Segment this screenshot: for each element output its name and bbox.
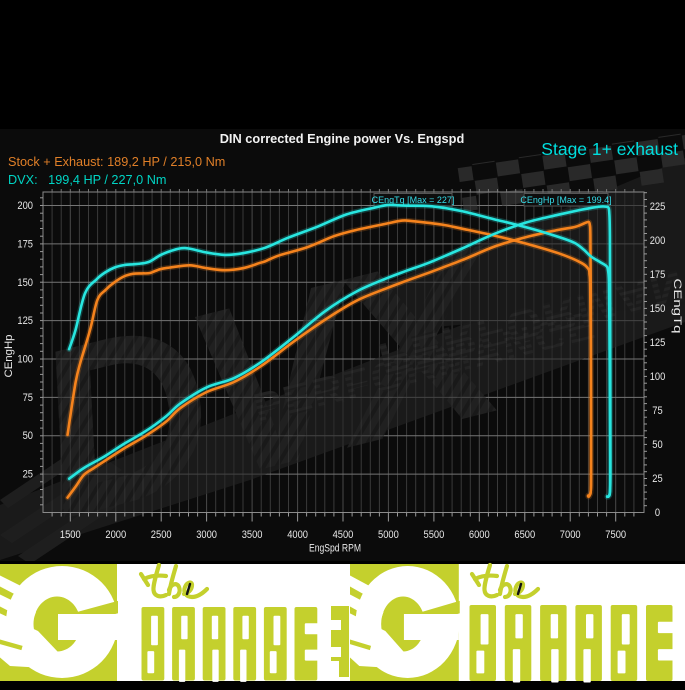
svg-text:4000: 4000 <box>287 529 308 541</box>
svg-text:6000: 6000 <box>469 529 490 541</box>
svg-text:4500: 4500 <box>333 529 354 541</box>
svg-text:2000: 2000 <box>105 529 126 541</box>
svg-text:7500: 7500 <box>605 529 626 541</box>
svg-text:225: 225 <box>650 201 666 213</box>
svg-text:75: 75 <box>23 392 33 404</box>
svg-text:Stage 1+ exhaust: Stage 1+ exhaust <box>541 139 678 159</box>
svg-text:CEngHp [Max = 199.4]: CEngHp [Max = 199.4] <box>520 195 611 205</box>
svg-text:125: 125 <box>17 315 33 327</box>
svg-text:1500: 1500 <box>60 529 81 541</box>
svg-text:150: 150 <box>17 277 33 289</box>
svg-text:100: 100 <box>17 354 33 366</box>
svg-text:CEngTq [Max = 227]: CEngTq [Max = 227] <box>372 195 455 205</box>
svg-text:7000: 7000 <box>560 529 581 541</box>
svg-text:DIN corrected Engine power Vs.: DIN corrected Engine power Vs. Engspd <box>220 131 465 146</box>
svg-text:0: 0 <box>655 507 660 519</box>
svg-text:200: 200 <box>17 200 33 212</box>
svg-text:EngSpd RPM: EngSpd RPM <box>309 543 361 555</box>
svg-text:DVX: 199,4 HP / 227,0 Nm: DVX: 199,4 HP / 227,0 Nm <box>8 173 166 187</box>
svg-text:50: 50 <box>23 430 33 442</box>
svg-text:CEngTq: CEngTq <box>671 279 683 334</box>
svg-text:Stock + Exhaust: 189,2 HP / 21: Stock + Exhaust: 189,2 HP / 215,0 Nm <box>8 155 225 169</box>
svg-text:175: 175 <box>650 269 666 281</box>
svg-text:2500: 2500 <box>151 529 172 541</box>
svg-text:75: 75 <box>652 405 662 417</box>
svg-text:25: 25 <box>23 469 33 481</box>
svg-text:6500: 6500 <box>514 529 535 541</box>
svg-text:5500: 5500 <box>424 529 445 541</box>
svg-text:3000: 3000 <box>196 529 217 541</box>
svg-text:3500: 3500 <box>242 529 263 541</box>
svg-text:150: 150 <box>650 303 666 315</box>
svg-text:5000: 5000 <box>378 529 399 541</box>
svg-text:25: 25 <box>652 473 662 485</box>
svg-text:50: 50 <box>652 439 662 451</box>
svg-text:125: 125 <box>650 337 666 349</box>
svg-text:100: 100 <box>650 371 666 383</box>
svg-text:175: 175 <box>17 238 33 250</box>
svg-text:CEngHp: CEngHp <box>3 335 15 378</box>
svg-text:200: 200 <box>650 235 666 247</box>
